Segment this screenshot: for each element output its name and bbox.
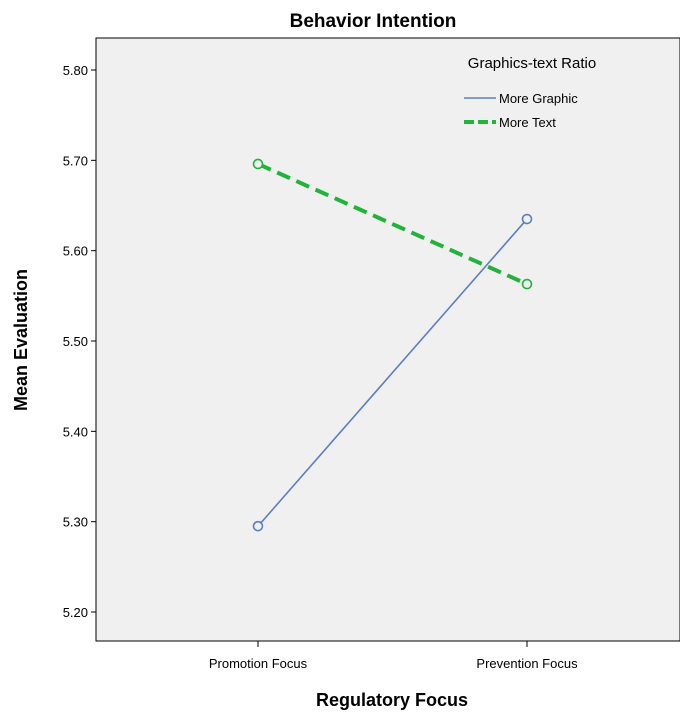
series-layer [252, 158, 533, 532]
y-tick-label: 5.30 [63, 515, 88, 530]
x-axis: Promotion Focus Prevention Focus [209, 641, 578, 671]
plot-area [95, 37, 680, 642]
y-tick-label: 5.50 [63, 334, 88, 349]
legend-label: More Text [499, 115, 556, 130]
x-axis-label: Regulatory Focus [316, 690, 468, 710]
y-tick-label: 5.20 [63, 605, 88, 620]
y-tick-label: 5.70 [63, 153, 88, 168]
series-line-more-text [257, 162, 528, 286]
data-point-more-text-0 [252, 158, 264, 170]
y-axis: 5.20 5.30 5.40 5.50 5.60 5.70 5.80 [63, 63, 96, 620]
y-tick-label: 5.80 [63, 63, 88, 78]
data-point-more-graphic-1 [521, 213, 533, 225]
legend-title: Graphics-text Ratio [468, 55, 596, 72]
x-tick-label: Promotion Focus [209, 656, 308, 671]
y-tick-label: 5.60 [63, 244, 88, 259]
chart-title: Behavior Intention [290, 11, 457, 32]
data-point-more-graphic-0 [252, 520, 264, 532]
y-tick-label: 5.40 [63, 424, 88, 439]
data-point-more-text-1 [521, 278, 533, 290]
y-axis-label: Mean Evaluation [11, 269, 31, 411]
legend: Graphics-text Ratio More Graphic More Tex… [464, 55, 596, 130]
series-line-more-graphic [257, 218, 528, 527]
x-tick-label: Prevention Focus [476, 656, 578, 671]
legend-label: More Graphic [499, 91, 578, 106]
